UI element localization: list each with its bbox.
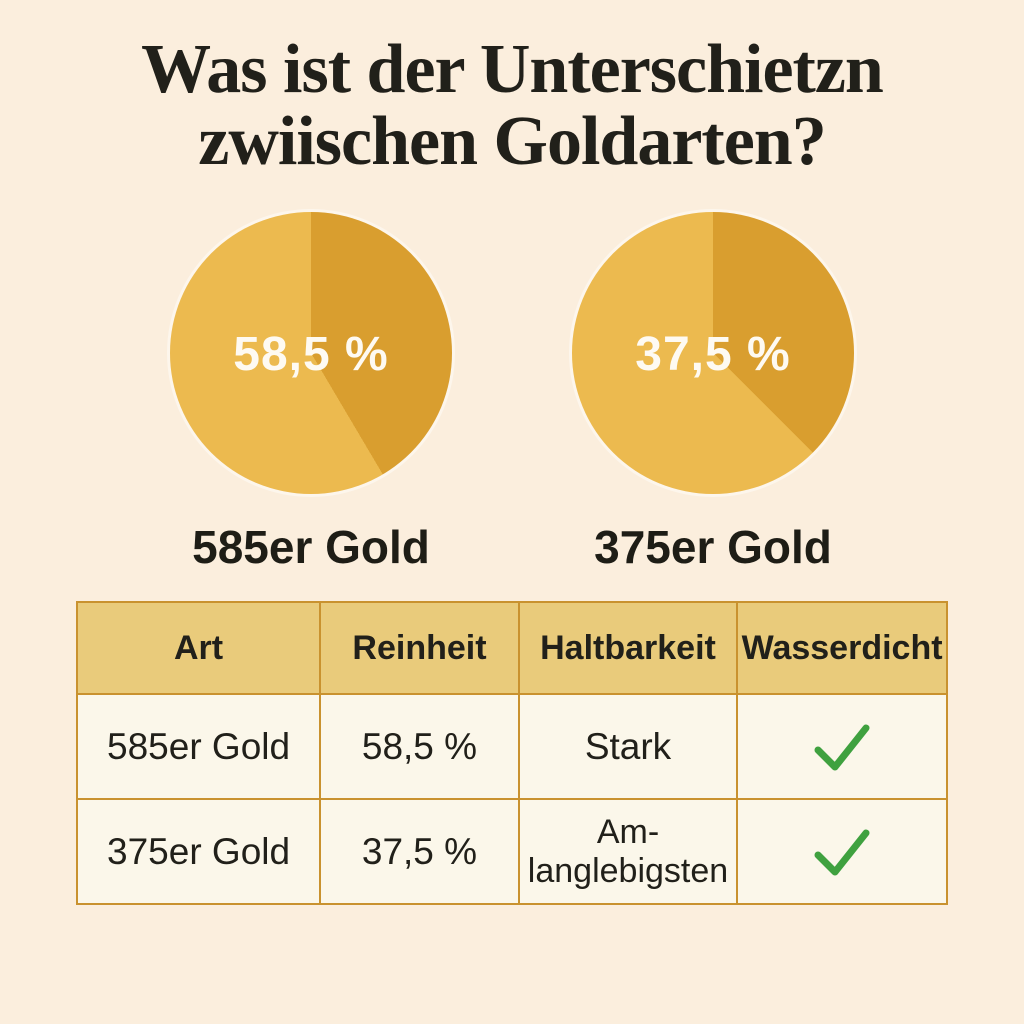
check-icon <box>814 724 870 771</box>
title-line-2: zwiischen Goldarten? <box>198 103 826 181</box>
table-row-585: 585er Gold 58,5 % Stark <box>75 693 948 801</box>
page-title: Was ist der Unterschietzn zwiischen Gold… <box>0 0 1024 178</box>
cell-haltbarkeit-585: Stark <box>517 693 739 801</box>
column-header-wasserdicht: Wasserdicht <box>736 601 948 696</box>
column-header-art: Art <box>75 601 322 696</box>
pie-column-585: 58,5 % 585er Gold <box>170 212 452 574</box>
cell-reinheit-585: 58,5 % <box>319 693 520 801</box>
cell-art-585: 585er Gold <box>75 693 322 801</box>
table-row-375: 375er Gold 37,5 % Am- langlebigsten <box>75 798 948 906</box>
column-header-reinheit: Reinheit <box>319 601 520 696</box>
cell-wasserdicht-585 <box>736 693 948 801</box>
column-header-haltbarkeit: Haltbarkeit <box>517 601 739 696</box>
cell-art-375: 375er Gold <box>75 798 322 906</box>
pie-caption-585: 585er Gold <box>192 521 430 574</box>
cell-wasserdicht-375 <box>736 798 948 906</box>
cell-reinheit-375: 37,5 % <box>319 798 520 906</box>
pie-center-label-585: 58,5 % <box>233 328 389 382</box>
pie-chart-375: 37,5 % <box>572 212 854 495</box>
gold-comparison-table: Art Reinheit Haltbarkeit Wasserdicht 585… <box>75 601 948 906</box>
pie-charts-row: 58,5 % 585er Gold 37,5 % 375er Gold <box>0 212 1024 574</box>
title-line-1: Was ist der Unterschietzn <box>141 31 884 108</box>
table-header-row: Art Reinheit Haltbarkeit Wasserdicht <box>75 601 948 696</box>
pie-center-label-375: 37,5 % <box>635 328 791 382</box>
pie-column-375: 37,5 % 375er Gold <box>572 212 854 574</box>
pie-caption-375: 375er Gold <box>594 521 832 574</box>
cell-haltbarkeit-375: Am- langlebigsten <box>517 798 739 906</box>
pie-chart-585: 58,5 % <box>170 212 452 495</box>
check-icon <box>814 829 870 876</box>
